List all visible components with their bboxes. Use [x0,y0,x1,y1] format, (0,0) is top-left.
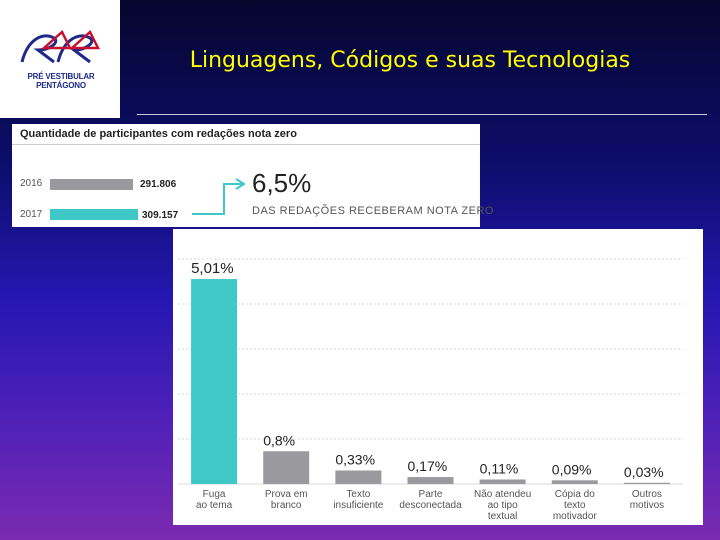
category-label-5: texto [564,500,586,511]
summary-bar-2016 [50,179,133,190]
category-label-4: textual [488,511,517,522]
data-label-4: 0,11% [480,461,519,477]
category-label-6: motivos [630,500,664,511]
bar-6 [623,482,670,484]
category-label-1: Prova em [265,489,308,500]
arrow-icon [192,178,246,215]
highlight-caption: DAS REDAÇÕES RECEBERAM NOTA ZERO [252,205,494,217]
data-label-0: 5,01% [191,260,234,277]
category-label-0: Fuga [203,489,226,500]
bar-3 [407,477,454,484]
category-label-6: Outros [632,489,662,500]
logo: PRÉ VESTIBULAR PENTÁGONO [0,0,120,118]
category-label-3: Parte [419,489,443,500]
data-label-5: 0,09% [552,461,592,477]
logo-mark-icon [20,29,101,64]
category-label-2: insuficiente [333,500,383,511]
summary-divider [12,144,480,145]
category-label-3: desconectada [399,500,462,511]
summary-year-2016: 2016 [20,178,43,189]
bar-5 [551,480,598,484]
summary-value-2016: 291.806 [140,179,177,190]
bar-2 [335,470,382,484]
category-label-2: Texto [346,489,370,500]
data-label-6: 0,03% [624,464,664,480]
category-label-4: ao tipo [488,500,518,511]
data-label-1: 0,8% [263,432,295,448]
category-label-4: Não atendeu [474,489,531,500]
bar-0 [191,279,238,484]
bar-4 [479,479,526,484]
summary-bar-2017 [50,209,138,220]
bar-1 [263,451,310,484]
category-label-1: branco [271,500,302,511]
data-label-2: 0,33% [335,452,375,468]
summary-year-2017: 2017 [20,209,43,220]
logo-text: PRÉ VESTIBULAR PENTÁGONO [27,72,95,90]
page-title: Linguagens, Códigos e suas Tecnologias [189,48,631,73]
category-label-5: Cópia do [555,489,595,500]
title-divider [137,114,707,115]
summary-value-2017: 309.157 [142,210,179,221]
data-label-3: 0,17% [408,458,448,474]
category-label-0: ao tema [196,500,233,511]
highlight-value: 6,5% [252,168,312,198]
chart-panel: 5,01% Fuga ao tema 0,8% Prova em branco 0,33% T… [173,229,703,525]
summary-title: Quantidade de participantes com redações… [20,128,297,140]
category-label-5: motivador [553,511,598,522]
